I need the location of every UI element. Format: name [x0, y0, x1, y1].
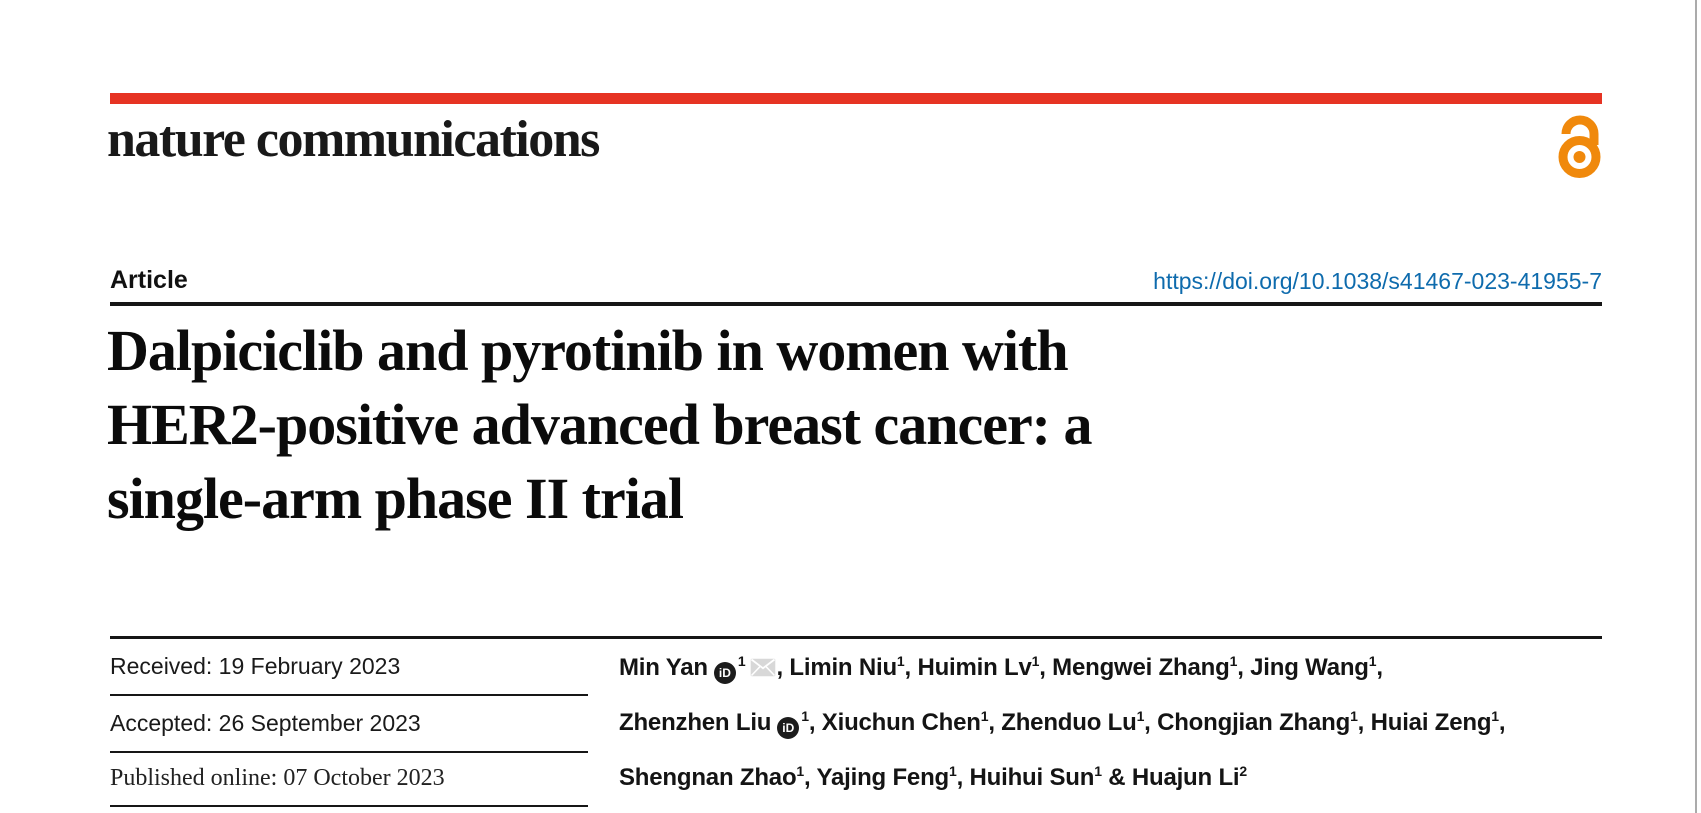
author-text: , [1376, 654, 1383, 681]
title-divider-rule [110, 636, 1602, 639]
affiliation-superscript: 1 [1229, 653, 1238, 669]
journal-logo: nature communications [107, 111, 600, 168]
author-text: , Zhenduo Lu [988, 709, 1137, 736]
article-title-line-3: single-arm phase II trial [107, 466, 684, 531]
affiliation-superscript: 1 [796, 763, 804, 779]
affiliation-superscript: 1 [896, 653, 905, 669]
author-text: & Huajun Li [1101, 764, 1240, 791]
author-text: , Huimin Lv [904, 654, 1032, 681]
page-right-edge-line [1695, 0, 1697, 813]
author-text: , Chongjian Zhang [1144, 709, 1351, 736]
authors-line-3: Shengnan Zhao1, Yajing Feng1, Huihui Sun… [619, 750, 1579, 805]
affiliation-superscript: 1 [1350, 708, 1358, 724]
authors-line-1: Min Yan iD1, Limin Niu1, Huimin Lv1, Meng… [619, 640, 1579, 695]
article-type-label: Article [110, 266, 188, 294]
author-text: , Mengwei Zhang [1039, 654, 1230, 681]
orcid-icon[interactable]: iD [713, 662, 736, 684]
affiliation-superscript: 1 [1031, 653, 1040, 669]
affiliation-superscript: 1 [1368, 653, 1377, 669]
affiliation-superscript: 1 [1491, 708, 1499, 724]
article-title-line-1: Dalpiciclib and pyrotinib in women with [107, 318, 1069, 383]
affiliation-superscript: 1 [737, 653, 746, 669]
history-divider-3 [110, 805, 588, 807]
affiliation-superscript: 1 [1094, 763, 1102, 779]
history-divider-1 [110, 694, 588, 696]
article-title: Dalpiciclib and pyrotinib in women with … [107, 314, 1527, 536]
affiliation-superscript: 1 [801, 708, 809, 724]
received-date: Received: 19 February 2023 [110, 653, 401, 679]
doi-link[interactable]: https://doi.org/10.1038/s41467-023-41955… [1153, 268, 1602, 294]
author-text: , Yajing Feng [804, 764, 949, 791]
author-text: , Huihui Sun [956, 764, 1095, 791]
author-text: Zhenzhen Liu [619, 709, 772, 736]
article-title-line-2: HER2-positive advanced breast cancer: a [107, 392, 1093, 457]
author-text: , [1498, 709, 1506, 736]
authors-line-2: Zhenzhen Liu iD1, Xiuchun Chen1, Zhenduo … [619, 695, 1579, 750]
affiliation-superscript: 1 [980, 708, 989, 724]
author-list: Min Yan iD1, Limin Niu1, Huimin Lv1, Meng… [619, 640, 1579, 805]
accepted-date: Accepted: 26 September 2023 [110, 710, 421, 736]
history-divider-2 [110, 751, 588, 753]
open-access-icon [1558, 115, 1601, 178]
header-divider-rule [110, 302, 1602, 306]
published-date: Published online: 07 October 2023 [110, 765, 445, 791]
author-text: , Xiuchun Chen [808, 709, 981, 736]
affiliation-superscript: 1 [949, 763, 957, 779]
author-text: , Limin Niu [776, 654, 897, 681]
author-text: Shengnan Zhao [619, 764, 797, 791]
email-icon[interactable] [750, 658, 776, 677]
affiliation-superscript: 2 [1239, 763, 1247, 779]
author-text: , Huiai Zeng [1357, 709, 1492, 736]
affiliation-superscript: 1 [1136, 708, 1145, 724]
masthead-accent-bar [110, 93, 1602, 104]
author-text: , Jing Wang [1237, 654, 1369, 681]
orcid-icon[interactable]: iD [777, 717, 800, 739]
author-text: Min Yan [619, 654, 708, 681]
